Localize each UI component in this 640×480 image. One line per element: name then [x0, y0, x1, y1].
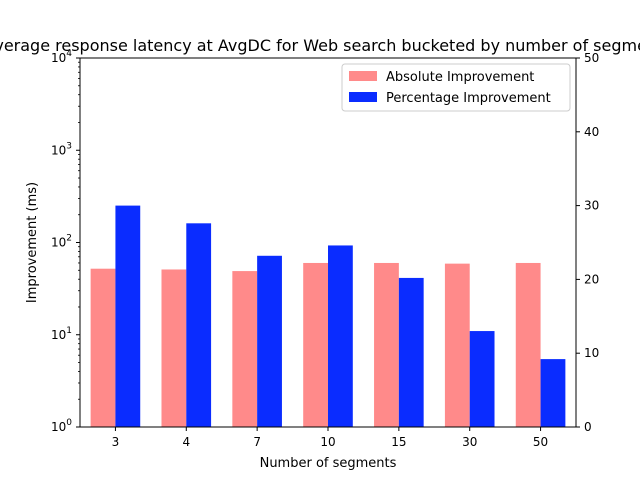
x-tick-label: 4 [182, 435, 190, 449]
bar-percentage-improvement-30 [469, 331, 495, 427]
right-tick-label: 20 [584, 272, 599, 286]
bar-absolute-improvement-7 [232, 271, 258, 427]
bar-absolute-improvement-50 [515, 262, 541, 427]
bar-absolute-improvement-10 [303, 262, 328, 427]
bar-percentage-improvement-50 [540, 359, 566, 427]
x-tick-label: 30 [462, 435, 477, 449]
left-tick-label: 103 [51, 141, 72, 157]
left-tick-label: 104 [51, 49, 72, 65]
legend-box [341, 63, 571, 112]
bar-absolute-improvement-30 [444, 263, 470, 427]
legend: Absolute Improvement Percentage Improveme… [341, 63, 571, 112]
legend-label: Absolute Improvement [386, 70, 534, 85]
x-tick-label: 50 [533, 435, 548, 449]
right-tick-label: 0 [584, 420, 592, 434]
chart-title: Average response latency at AvgDC for We… [0, 36, 640, 55]
x-axis: 3 4 7 10 15 30 50 [112, 427, 548, 449]
bar-percentage-improvement-3 [115, 205, 141, 427]
x-tick-label: 15 [391, 435, 406, 449]
bar-percentage-improvement-7 [257, 255, 282, 427]
right-tick-label: 30 [584, 199, 599, 213]
x-axis-label: Number of segments [260, 456, 397, 471]
right-tick-label: 50 [584, 51, 599, 65]
x-tick-label: 10 [320, 435, 335, 449]
bars-group [90, 205, 566, 427]
right-tick-label: 10 [584, 346, 599, 360]
x-tick-label: 3 [112, 435, 120, 449]
left-tick-label: 102 [51, 234, 72, 250]
right-tick-label: 40 [584, 125, 599, 139]
bar-percentage-improvement-10 [328, 245, 353, 427]
bar-absolute-improvement-4 [161, 269, 187, 427]
left-y-axis: 100 101 102 103 104 [51, 49, 80, 434]
right-y-axis: 0 10 20 30 40 50 [576, 51, 599, 434]
bar-absolute-improvement-15 [374, 262, 399, 427]
bar-percentage-improvement-15 [398, 277, 424, 427]
left-tick-label: 100 [51, 418, 72, 434]
bar-absolute-improvement-3 [90, 268, 116, 427]
legend-swatch [349, 92, 377, 102]
legend-label: Percentage Improvement [386, 91, 551, 106]
left-tick-label: 101 [51, 326, 72, 342]
bar-percentage-improvement-4 [186, 223, 212, 427]
y-axis-label: Improvement (ms) [25, 182, 40, 303]
legend-swatch [349, 71, 377, 81]
x-tick-label: 7 [253, 435, 261, 449]
